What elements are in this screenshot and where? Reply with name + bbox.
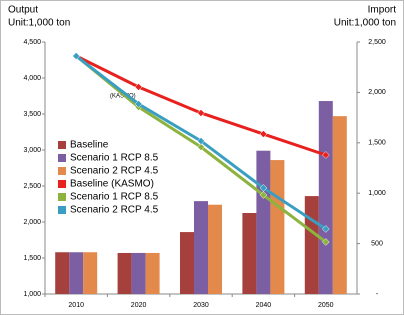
bar xyxy=(332,116,347,294)
x-tick-label: 2030 xyxy=(193,302,209,309)
y-tick-label: 1,000 xyxy=(23,291,41,298)
marker xyxy=(134,100,143,108)
bar xyxy=(304,196,319,294)
legend-swatch xyxy=(58,141,66,149)
legend-swatch xyxy=(58,167,66,175)
y-tick-label: 1,500 xyxy=(23,255,41,262)
y2-tick-label: 1,000 xyxy=(368,190,386,197)
annotation: (KASMO) xyxy=(110,94,136,100)
bar xyxy=(318,101,333,294)
legend-swatch xyxy=(58,180,66,188)
bar xyxy=(194,201,208,294)
y-axis-unit: Unit:1,000 ton xyxy=(8,18,70,29)
marker xyxy=(197,143,205,151)
y-axis-title: Output xyxy=(8,5,38,16)
y2-tick-label: - xyxy=(376,291,379,298)
bar xyxy=(270,160,285,294)
marker xyxy=(321,238,330,246)
bar xyxy=(208,204,222,294)
y2-tick-label: 1,500 xyxy=(368,140,386,147)
y-tick-label: 2,500 xyxy=(23,183,41,190)
legend-label: Baseline xyxy=(70,140,109,151)
legend-label: Scenario 2 RCP 4.5 xyxy=(70,205,159,216)
marker xyxy=(259,191,268,199)
marker xyxy=(321,225,330,233)
y2-tick-label: 2,000 xyxy=(368,89,386,96)
legend-label: Baseline (KASMO) xyxy=(70,179,154,190)
y-tick-label: 3,500 xyxy=(23,111,41,118)
y-tick-label: 2,000 xyxy=(23,219,41,226)
x-tick-label: 2050 xyxy=(318,302,334,309)
bar xyxy=(180,232,194,294)
legend-label: Scenario 1 RCP 8.5 xyxy=(70,153,159,164)
y-tick-label: 4,500 xyxy=(23,39,41,46)
y2-axis-unit: Unit:1,000 ton xyxy=(334,18,396,29)
bar xyxy=(55,252,70,294)
marker xyxy=(197,137,205,145)
bar xyxy=(145,252,160,294)
marker xyxy=(134,83,143,91)
legend-label: Scenario 1 RCP 8.5 xyxy=(70,192,159,203)
x-tick-label: 2010 xyxy=(68,302,84,309)
marker xyxy=(321,151,330,159)
legend-label: Scenario 2 RCP 4.5 xyxy=(70,166,159,177)
marker xyxy=(72,52,81,60)
bar xyxy=(69,252,84,294)
y-tick-label: 3,000 xyxy=(23,147,41,154)
legend-swatch xyxy=(58,193,66,201)
bar xyxy=(131,252,146,294)
x-tick-label: 2020 xyxy=(131,302,147,309)
marker xyxy=(197,109,205,117)
y2-tick-label: 500 xyxy=(371,240,383,247)
bar xyxy=(83,252,98,294)
bar xyxy=(117,252,132,294)
marker xyxy=(259,184,268,192)
bar xyxy=(256,150,271,294)
y-tick-label: 4,000 xyxy=(23,75,41,82)
y2-tick-label: 2,500 xyxy=(368,39,386,46)
y2-axis-title: Import xyxy=(368,5,397,16)
legend-swatch xyxy=(58,154,66,162)
bar xyxy=(242,213,257,294)
x-tick-label: 2040 xyxy=(256,302,272,309)
marker xyxy=(259,130,268,138)
legend-swatch xyxy=(58,206,66,214)
